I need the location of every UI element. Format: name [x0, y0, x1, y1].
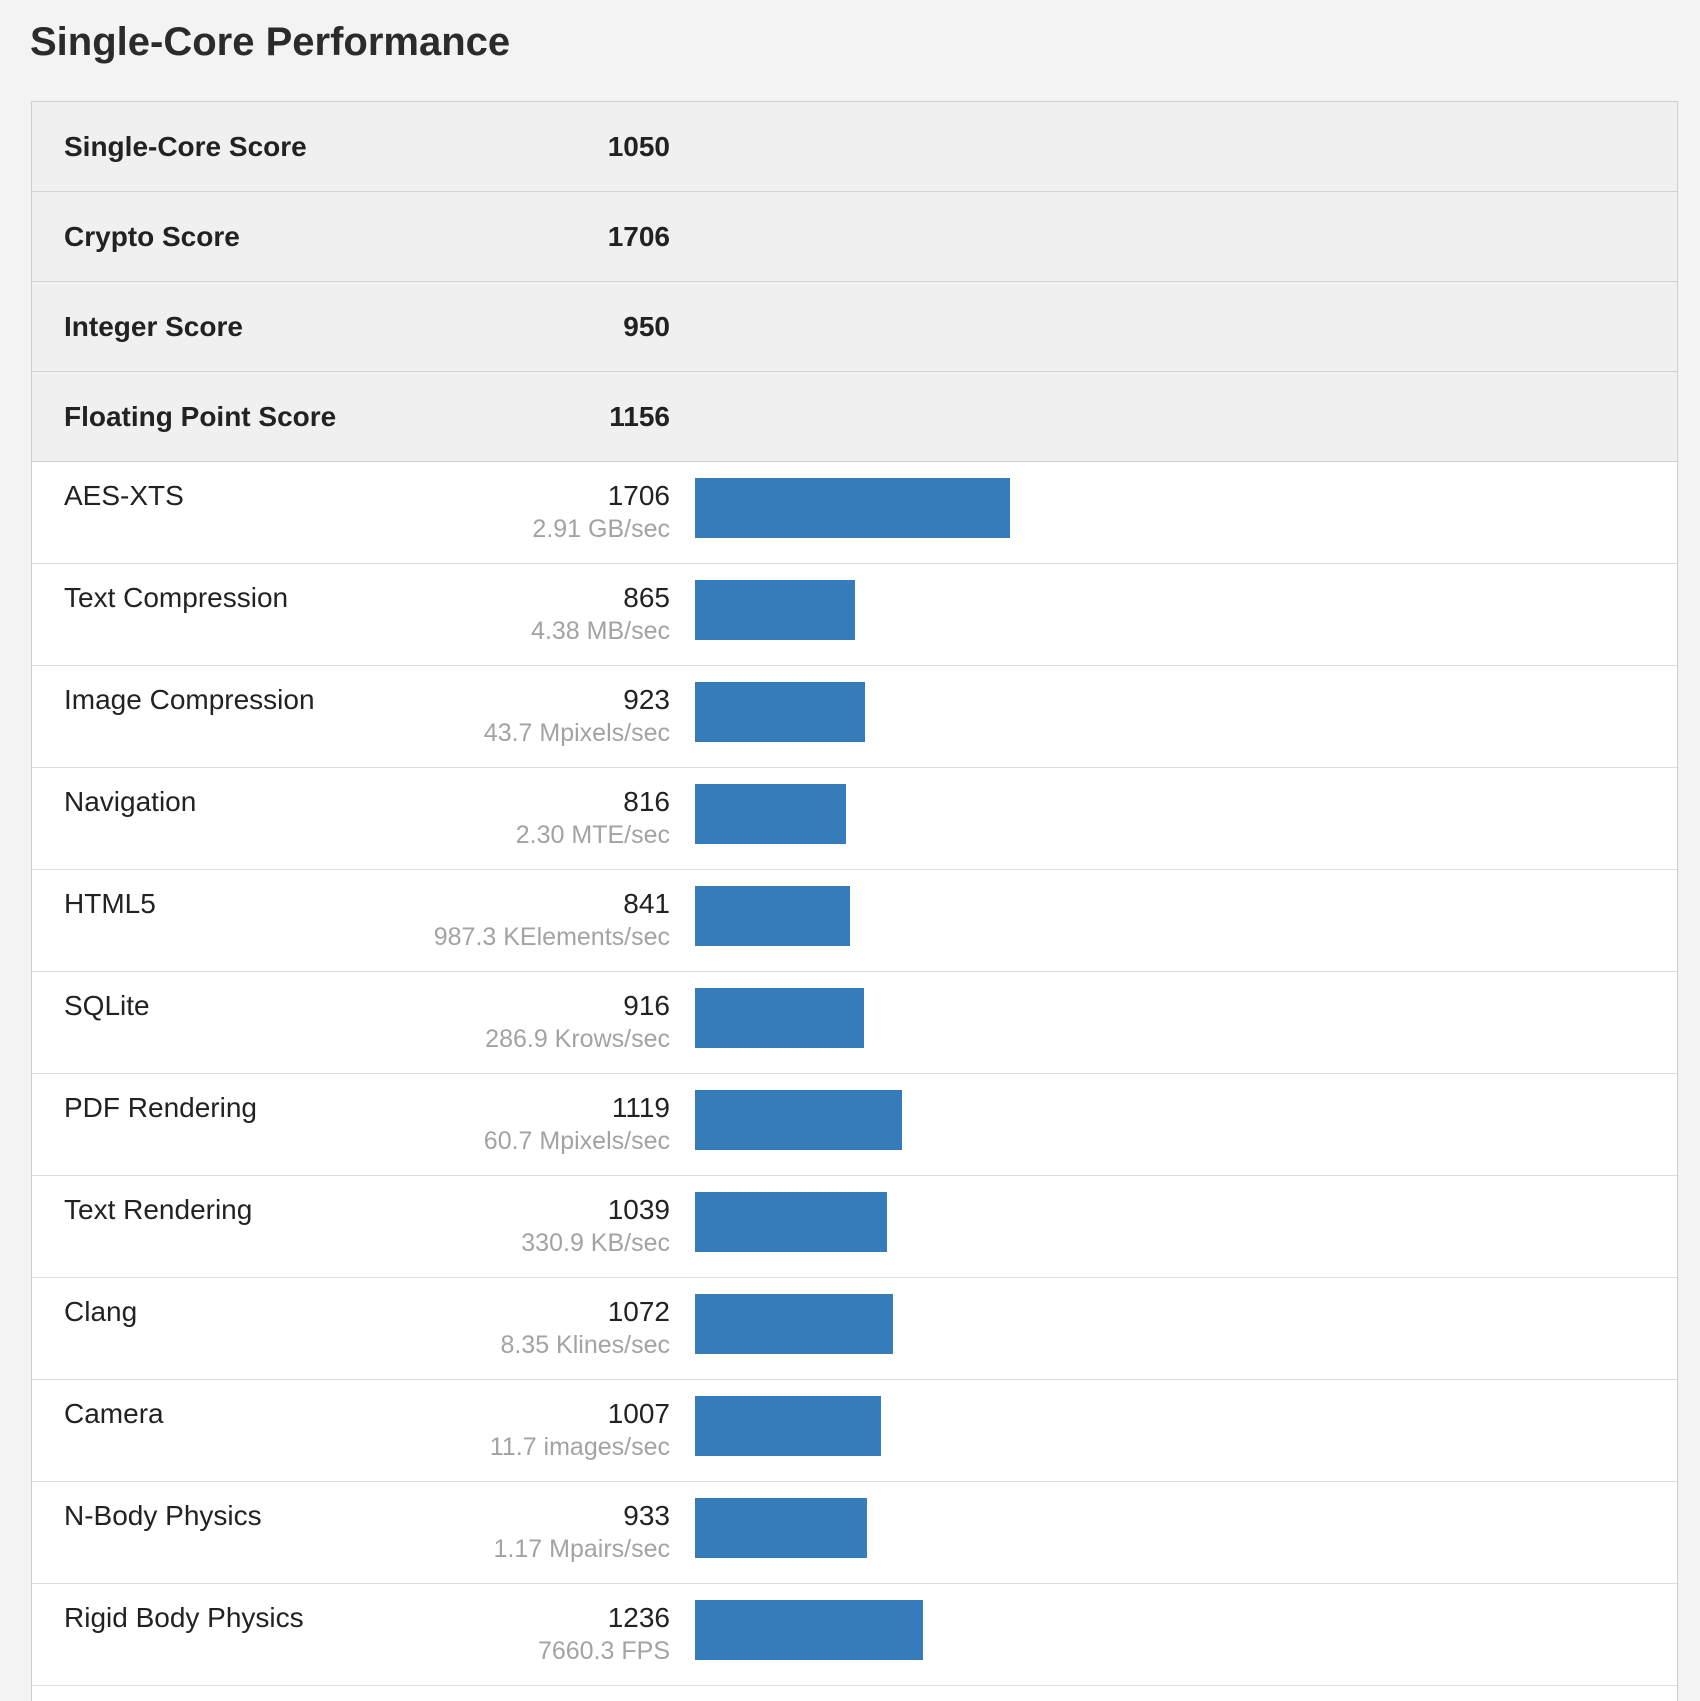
benchmark-row: Clang 1072 8.35 Klines/sec: [32, 1278, 1677, 1380]
benchmark-row: Text Rendering 1039 330.9 KB/sec: [32, 1176, 1677, 1278]
benchmark-rate: 2.91 GB/sec: [532, 515, 670, 543]
summary-label: Integer Score: [64, 311, 243, 342]
benchmark-rate: 286.9 Krows/sec: [485, 1025, 670, 1053]
summary-row-integer: Integer Score 950: [32, 282, 1677, 372]
benchmark-bar: [695, 580, 855, 640]
benchmark-name: PDF Rendering: [64, 1092, 257, 1123]
benchmark-row: SQLite 916 286.9 Krows/sec: [32, 972, 1677, 1074]
benchmark-score: 923: [623, 684, 670, 715]
benchmark-row: AES-XTS 1706 2.91 GB/sec: [32, 462, 1677, 564]
benchmark-bar: [695, 1600, 923, 1660]
benchmark-score: 916: [623, 990, 670, 1021]
summary-score: 1706: [607, 221, 670, 252]
benchmark-bar: [695, 1090, 902, 1150]
benchmark-bar: [695, 784, 846, 844]
benchmark-rate: 1.17 Mpairs/sec: [493, 1535, 670, 1563]
benchmark-row: N-Body Physics 933 1.17 Mpairs/sec: [32, 1482, 1677, 1584]
benchmark-score: 1007: [607, 1398, 670, 1429]
performance-table: Single-Core Score 1050 Crypto Score 1706…: [31, 101, 1678, 1701]
summary-score: 950: [623, 311, 670, 342]
summary-score: 1156: [609, 401, 670, 432]
benchmark-list: AES-XTS 1706 2.91 GB/sec Text Compression 86…: [32, 462, 1677, 1686]
benchmark-bar: [695, 1294, 893, 1354]
benchmark-row: HTML5 841 987.3 KElements/sec: [32, 870, 1677, 972]
benchmark-rate: 987.3 KElements/sec: [433, 923, 670, 951]
benchmark-row: Navigation 816 2.30 MTE/sec: [32, 768, 1677, 870]
benchmark-bar: [695, 1498, 867, 1558]
benchmark-score: 865: [623, 582, 670, 613]
page-title: Single-Core Performance: [30, 20, 511, 64]
benchmark-name: Image Compression: [64, 684, 315, 715]
benchmark-row: Camera 1007 11.7 images/sec: [32, 1380, 1677, 1482]
benchmark-bar: [695, 886, 850, 946]
benchmark-score: 1706: [607, 480, 670, 511]
benchmark-bar: [695, 478, 1010, 538]
benchmark-bar: [695, 988, 864, 1048]
benchmark-score: 1236: [607, 1602, 670, 1633]
benchmark-rate: 7660.3 FPS: [537, 1637, 670, 1665]
benchmark-name: Text Compression: [64, 582, 289, 613]
benchmark-rate: 8.35 Klines/sec: [500, 1331, 670, 1359]
summary-label: Floating Point Score: [64, 401, 337, 432]
benchmark-bar: [695, 1396, 881, 1456]
benchmark-score: 1072: [607, 1296, 670, 1327]
benchmark-name: N-Body Physics: [64, 1500, 262, 1531]
benchmark-row: Text Compression 865 4.38 MB/sec: [32, 564, 1677, 666]
benchmark-name: Navigation: [64, 786, 197, 817]
benchmark-name: HTML5: [64, 888, 156, 919]
benchmark-score: 816: [623, 786, 670, 817]
benchmark-row: Image Compression 923 43.7 Mpixels/sec: [32, 666, 1677, 768]
benchmark-rate: 60.7 Mpixels/sec: [483, 1127, 670, 1155]
summary-row-floating-point: Floating Point Score 1156: [32, 372, 1677, 462]
benchmark-rate: 4.38 MB/sec: [531, 617, 670, 645]
benchmark-rate: 330.9 KB/sec: [521, 1229, 670, 1257]
summary-row-single-core: Single-Core Score 1050: [32, 102, 1677, 192]
benchmark-bar: [695, 1192, 887, 1252]
benchmark-score: 1119: [611, 1092, 670, 1123]
benchmark-name: SQLite: [64, 990, 150, 1021]
benchmark-name: Clang: [64, 1296, 138, 1327]
benchmark-name: Camera: [64, 1398, 164, 1429]
summary-label: Single-Core Score: [64, 131, 307, 162]
benchmark-rate: 11.7 images/sec: [489, 1433, 670, 1461]
summary-label: Crypto Score: [64, 221, 240, 252]
benchmark-name: AES-XTS: [64, 480, 184, 511]
benchmark-name: Rigid Body Physics: [64, 1602, 304, 1633]
benchmark-score: 1039: [607, 1194, 670, 1225]
benchmark-row: PDF Rendering 1119 60.7 Mpixels/sec: [32, 1074, 1677, 1176]
summary-row-crypto: Crypto Score 1706: [32, 192, 1677, 282]
benchmark-rate: 2.30 MTE/sec: [515, 821, 670, 849]
summary-score: 1050: [607, 131, 670, 162]
benchmark-bar: [695, 682, 865, 742]
benchmark-score: 933: [623, 1500, 670, 1531]
benchmark-score: 841: [623, 888, 670, 919]
benchmark-rate: 43.7 Mpixels/sec: [483, 719, 670, 747]
benchmark-row: Rigid Body Physics 1236 7660.3 FPS: [32, 1584, 1677, 1686]
benchmark-name: Text Rendering: [64, 1194, 253, 1225]
